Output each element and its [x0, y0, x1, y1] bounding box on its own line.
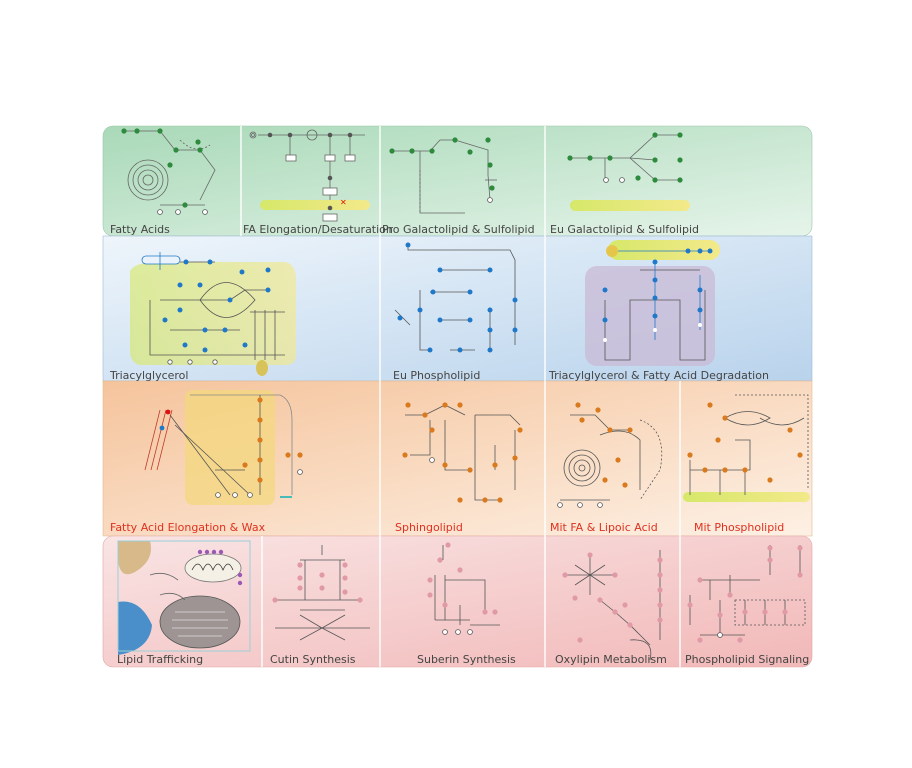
triacylglycerol-diagram	[130, 252, 296, 376]
label-oxylipin-metabolism[interactable]: Oxylipin Metabolism	[555, 653, 667, 666]
label-eu-galactolipid-sulfolipid[interactable]: Eu Galactolipid & Sulfolipid	[550, 223, 699, 236]
label-fatty-acids[interactable]: Fatty Acids	[110, 223, 170, 236]
label-cutin-synthesis[interactable]: Cutin Synthesis	[270, 653, 356, 666]
label-pro-galactolipid-sulfolipid[interactable]: Pro Galactolipid & Sulfolipid	[382, 223, 535, 236]
label-fa-elongation-wax[interactable]: Fatty Acid Elongation & Wax	[110, 521, 266, 534]
label-sphingolipid[interactable]: Sphingolipid	[395, 521, 463, 534]
label-eu-phospholipid[interactable]: Eu Phospholipid	[393, 369, 480, 382]
label-suberin-synthesis[interactable]: Suberin Synthesis	[417, 653, 516, 666]
label-phospholipid-signaling[interactable]: Phospholipid Signaling	[685, 653, 809, 666]
label-tag-fa-degradation[interactable]: Triacylglycerol & Fatty Acid Degradation	[548, 369, 769, 382]
label-triacylglycerol[interactable]: Triacylglycerol	[109, 369, 188, 382]
label-mit-fa-lipoic-acid[interactable]: Mit FA & Lipoic Acid	[550, 521, 658, 534]
label-mit-phospholipid[interactable]: Mit Phospholipid	[694, 521, 784, 534]
label-lipid-trafficking[interactable]: Lipid Trafficking	[117, 653, 203, 666]
label-fa-elongation-desaturation[interactable]: FA Elongation/Desaturation	[243, 223, 393, 236]
svg-text:✕: ✕	[340, 198, 347, 207]
